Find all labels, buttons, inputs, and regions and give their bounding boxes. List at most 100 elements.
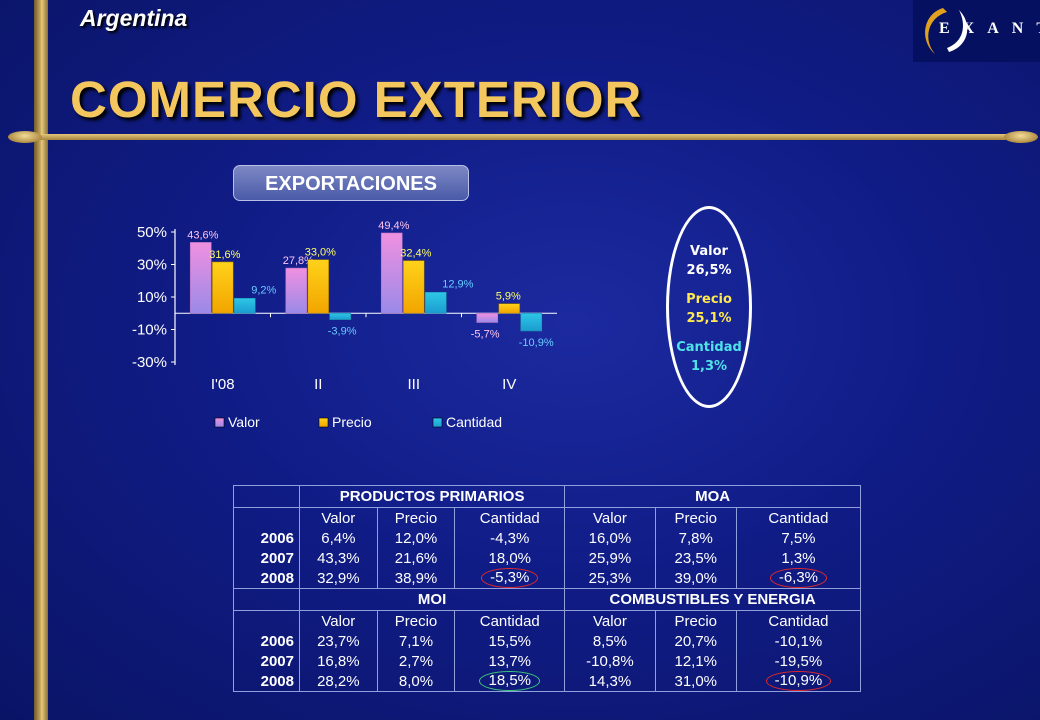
summary-precio: Precio 25,1% [666, 290, 752, 328]
data-label: 31,6% [209, 249, 240, 261]
table-cell: 2,7% [376, 651, 456, 671]
table-row: 2007 16,8% 2,7% 13,7% -10,8% 12,1% -19,5… [233, 651, 862, 671]
x-tick-label: III [407, 376, 420, 393]
bar-valor [285, 267, 308, 314]
table-cell: 7,8% [654, 528, 737, 548]
table-cell: 38,9% [376, 568, 456, 589]
table-cell: 14,3% [564, 671, 656, 692]
data-label: -5,7% [471, 329, 500, 341]
bar-precio [402, 260, 425, 314]
table-row: 2007 43,3% 21,6% 18,0% 25,9% 23,5% 1,3% [233, 548, 862, 568]
row-year: 2006 [233, 528, 300, 548]
summary-valor-label: Valor [690, 244, 728, 259]
col-header: Precio [376, 610, 456, 631]
x-tick-label: IV [502, 376, 516, 393]
table-cell: 8,0% [376, 671, 456, 692]
bar-cantidad [329, 312, 352, 320]
legend-swatch-cantidad [432, 417, 443, 428]
block-title-combustibles: COMBUSTIBLES Y ENERGIA [564, 588, 861, 611]
table-cell: 16,8% [299, 651, 378, 671]
legend-swatch-precio [318, 417, 329, 428]
data-label: 27,8% [283, 255, 314, 267]
data-label: -10,9% [519, 337, 554, 349]
table-cell: 20,7% [654, 631, 737, 651]
table-cell: -19,5% [735, 651, 862, 671]
table-cell: 12,0% [376, 528, 456, 548]
data-label: 9,2% [251, 284, 276, 296]
bar-precio [307, 259, 330, 314]
legend-label-valor: Valor [228, 414, 260, 430]
table-cell: 21,6% [376, 548, 456, 568]
table-cell: -10,8% [564, 651, 656, 671]
table-cell: 31,0% [654, 671, 737, 692]
table-cell: 25,3% [564, 568, 656, 589]
table-row: 2008 28,2% 8,0% 18,5% 14,3% 31,0% -10,9% [233, 671, 862, 692]
data-label: 12,9% [442, 278, 473, 290]
bar-precio [498, 303, 521, 314]
exports-bar-chart: 50% 30% 10% -10% -30% I'08 43,6% 31,6% 9,2% II 27,… [132, 220, 557, 430]
table-row: 2006 6,4% 12,0% -4,3% 16,0% 7,8% 7,5% [233, 528, 862, 548]
table-cell: 13,7% [454, 651, 566, 671]
y-tick-label: 30% [137, 257, 167, 274]
data-label: 33,0% [305, 247, 336, 259]
summary-cantidad-label: Cantidad [676, 340, 742, 355]
summary-cantidad: Cantidad 1,3% [666, 338, 752, 376]
table-cell: 23,5% [654, 548, 737, 568]
summary-precio-label: Precio [686, 292, 732, 307]
x-tick-label: I'08 [211, 376, 235, 393]
table-cell: 25,9% [564, 548, 656, 568]
bar-cantidad [424, 291, 447, 314]
col-header: Cantidad [735, 507, 862, 528]
highlight-circle: 18,5% [479, 671, 541, 691]
data-label: 5,9% [496, 291, 521, 303]
data-label: 49,4% [378, 220, 409, 232]
block-title-moi: MOI [298, 588, 566, 611]
bar-cantidad [233, 298, 256, 314]
table-cell: 16,0% [564, 528, 656, 548]
bar-valor [476, 312, 499, 323]
summary-valor: Valor 26,5% [666, 242, 752, 280]
highlight-circle: -5,3% [481, 568, 539, 588]
horizontal-gold-bar [8, 131, 1038, 143]
table-cell: 43,3% [299, 548, 378, 568]
x-tick-label: II [314, 376, 322, 393]
table-row: 2008 32,9% 38,9% -5,3% 25,3% 39,0% -6,3% [233, 568, 862, 589]
bar-cantidad [520, 312, 543, 332]
col-header: Valor [299, 610, 378, 631]
y-tick-label: -10% [132, 322, 167, 339]
logo-swoosh-icon [925, 8, 968, 54]
summary-ellipse [666, 206, 752, 408]
table-cell: 7,1% [376, 631, 456, 651]
table-cell: 23,7% [299, 631, 378, 651]
section-label: EXPORTACIONES [233, 165, 469, 201]
country-label: Argentina [80, 5, 188, 31]
col-header: Precio [654, 610, 737, 631]
col-header: Precio [376, 507, 456, 528]
block-header-row: PRODUCTOS PRIMARIOS MOA [233, 485, 861, 508]
data-label: -3,9% [328, 326, 357, 338]
col-header: Valor [564, 507, 656, 528]
data-label: 43,6% [187, 229, 218, 241]
table-cell: 32,9% [299, 568, 378, 589]
table-row: 2006 23,7% 7,1% 15,5% 8,5% 20,7% -10,1% [233, 631, 862, 651]
legend-label-precio: Precio [332, 414, 372, 430]
vertical-gold-bar [34, 0, 48, 720]
bar-valor [380, 232, 403, 314]
summary-valor-value: 26,5% [686, 263, 732, 278]
data-label: 32,4% [400, 248, 431, 260]
legend-label-cantidad: Cantidad [446, 414, 502, 430]
block-title-moa: MOA [564, 485, 861, 508]
summary-precio-value: 25,1% [686, 311, 732, 326]
row-year: 2008 [233, 568, 300, 589]
col-header: Cantidad [454, 507, 566, 528]
table-cell: -10,1% [735, 631, 862, 651]
summary-cantidad-value: 1,3% [690, 359, 728, 374]
col-header: Valor [299, 507, 378, 528]
table-cell: 28,2% [299, 671, 378, 692]
y-tick-label: -30% [132, 354, 167, 371]
table-cell: -4,3% [454, 528, 566, 548]
col-header: Cantidad [454, 610, 566, 631]
table-cell: 8,5% [564, 631, 656, 651]
table-cell: 39,0% [654, 568, 737, 589]
company-logo: EXANTE [913, 0, 1040, 62]
